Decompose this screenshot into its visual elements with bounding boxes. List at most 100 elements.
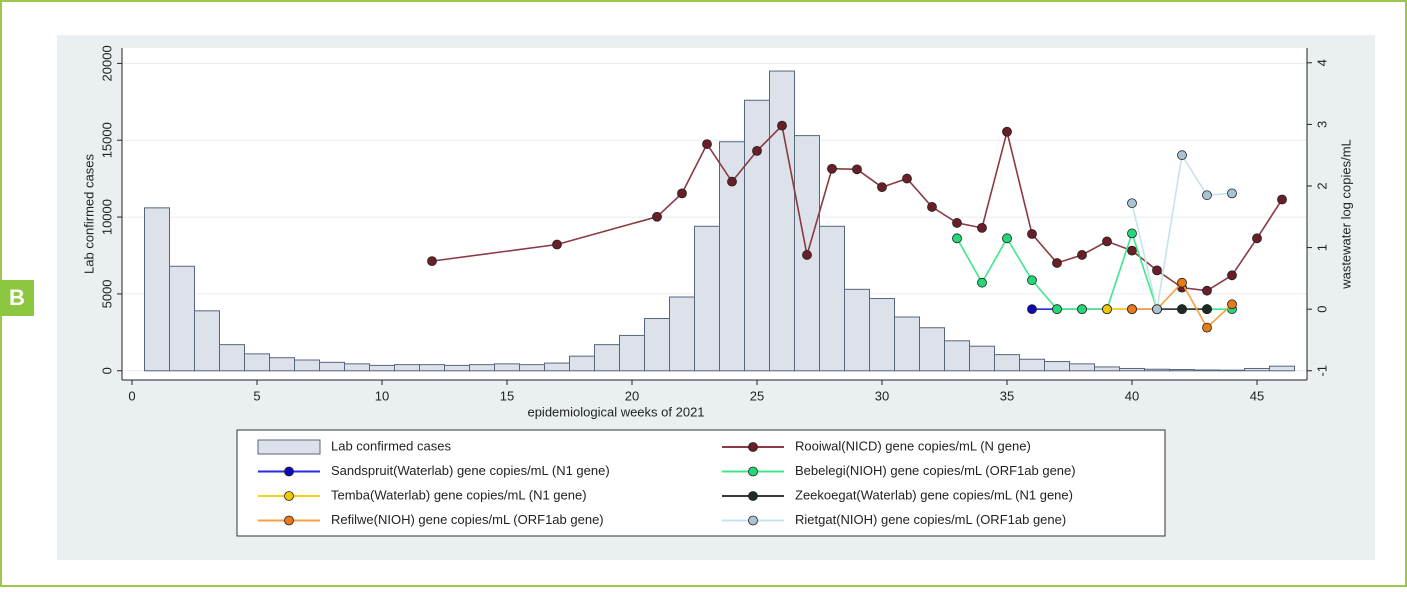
marker	[1177, 277, 1187, 288]
bar	[869, 298, 895, 372]
x-axis-label: epidemiological weeks of 2021	[527, 404, 704, 419]
marker	[1002, 233, 1012, 244]
marker	[1202, 322, 1212, 333]
line	[431, 123, 1283, 292]
x-tick-label: 10	[375, 388, 389, 403]
marker	[1027, 304, 1037, 315]
marker	[752, 145, 762, 156]
marker	[952, 233, 962, 244]
bar	[494, 363, 520, 372]
legend-label: Zeekoegat(Waterlab) gene copies/mL (N1 g…	[795, 487, 1073, 502]
marker	[1102, 304, 1112, 315]
marker	[1202, 190, 1212, 201]
bar	[1069, 363, 1095, 372]
marker	[977, 277, 987, 288]
x-tick-label: 15	[500, 388, 514, 403]
marker	[1152, 304, 1162, 315]
legend-marker	[748, 442, 758, 452]
bar	[469, 364, 495, 372]
legend-marker	[284, 491, 294, 501]
legend-label: Rietgat(NIOH) gene copies/mL (ORF1ab gen…	[795, 512, 1066, 527]
marker	[1277, 194, 1287, 205]
bar	[369, 364, 395, 372]
y-tick-label: 15000	[99, 122, 114, 158]
y2-tick-label: 4	[1314, 59, 1329, 66]
legend-label: Temba(Waterlab) gene copies/mL (N1 gene)	[331, 487, 587, 502]
marker	[702, 139, 712, 149]
bar	[1119, 367, 1145, 372]
marker	[1202, 285, 1212, 296]
marker	[1002, 126, 1012, 137]
marker	[1127, 198, 1137, 209]
bar	[244, 353, 270, 372]
marker	[1027, 275, 1037, 286]
bar	[669, 296, 695, 372]
bar	[569, 355, 595, 372]
marker	[1102, 236, 1112, 247]
bar	[419, 364, 445, 372]
bar	[1019, 358, 1045, 372]
panel-label: B	[9, 285, 25, 310]
marker	[677, 188, 687, 199]
legend-marker	[748, 466, 758, 477]
marker	[977, 222, 987, 233]
marker	[1227, 270, 1237, 281]
marker	[1127, 245, 1137, 256]
marker	[1052, 258, 1062, 268]
legend-marker	[284, 515, 294, 526]
marker	[427, 256, 437, 267]
legend	[236, 429, 1166, 537]
legend-label: Bebelegi(NIOH) gene copies/mL (ORF1ab ge…	[795, 463, 1076, 478]
bar	[844, 288, 870, 372]
marker	[852, 164, 862, 175]
marker	[1027, 229, 1037, 239]
y2-tick-label: 0	[1314, 306, 1329, 313]
bar	[144, 207, 170, 372]
legend-label: Lab confirmed cases	[331, 438, 451, 453]
y-tick-label: 0	[99, 367, 114, 374]
x-tick-label: 45	[1250, 388, 1264, 403]
marker	[902, 173, 912, 184]
marker	[1202, 304, 1212, 315]
bar	[1044, 361, 1070, 372]
y-tick-label: 10000	[99, 199, 114, 235]
marker	[1177, 150, 1187, 161]
bar	[894, 316, 920, 372]
legend-label: Sandspruit(Waterlab) gene copies/mL (N1 …	[331, 463, 610, 478]
bar	[1244, 367, 1270, 372]
bar	[394, 364, 420, 372]
bar	[444, 364, 470, 372]
y-tick-label: 20000	[99, 45, 114, 81]
bar	[1219, 369, 1245, 372]
bar	[219, 344, 245, 372]
bar	[944, 340, 970, 372]
x-tick-label: 20	[625, 388, 639, 403]
marker	[1127, 304, 1137, 315]
y-tick-label: 5000	[99, 279, 114, 308]
marker	[1052, 304, 1062, 315]
x-tick-label: 25	[750, 388, 764, 403]
bar	[169, 265, 195, 372]
legend-marker	[748, 515, 758, 526]
marker	[1252, 233, 1262, 244]
x-tick-label: 35	[1000, 388, 1014, 403]
bar	[644, 318, 670, 372]
bar	[769, 70, 795, 372]
legend-marker	[284, 466, 294, 477]
marker	[952, 218, 962, 228]
x-tick-label: 0	[128, 388, 135, 403]
legend-label: Refilwe(NIOH) gene copies/mL (ORF1ab gen…	[331, 512, 604, 527]
bar	[594, 344, 620, 372]
marker	[1227, 299, 1237, 310]
bar	[694, 225, 720, 372]
marker	[1152, 265, 1162, 276]
marker	[927, 202, 937, 212]
bar	[969, 345, 995, 372]
marker	[777, 120, 787, 131]
x-tick-label: 30	[875, 388, 889, 403]
x-tick-label: 40	[1125, 388, 1139, 403]
x-tick-label: 5	[253, 388, 260, 403]
bar	[1269, 365, 1295, 372]
